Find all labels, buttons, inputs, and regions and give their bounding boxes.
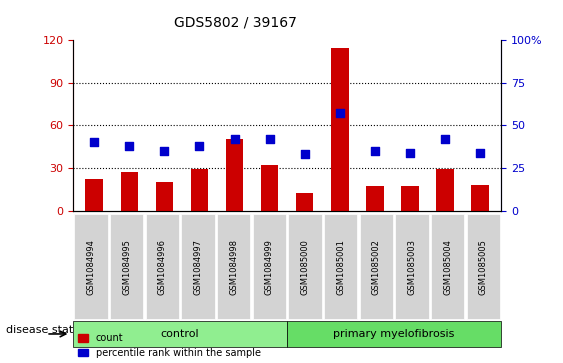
- Text: GSM1084999: GSM1084999: [265, 239, 274, 295]
- Point: [265, 136, 274, 142]
- Text: GSM1085002: GSM1085002: [372, 239, 381, 295]
- Point: [440, 136, 449, 142]
- Text: GSM1084997: GSM1084997: [194, 239, 203, 295]
- Text: GSM1085003: GSM1085003: [408, 239, 417, 295]
- Text: control: control: [161, 329, 199, 339]
- Text: disease state: disease state: [6, 325, 80, 335]
- Text: GSM1085004: GSM1085004: [443, 239, 452, 295]
- Legend: count, percentile rank within the sample: count, percentile rank within the sample: [78, 333, 261, 358]
- Bar: [155, 182, 173, 211]
- Text: GSM1085005: GSM1085005: [479, 239, 488, 295]
- Bar: [296, 193, 314, 211]
- Bar: [191, 169, 208, 211]
- Point: [476, 150, 485, 155]
- Bar: [261, 165, 278, 211]
- Bar: [401, 186, 419, 211]
- Bar: [331, 49, 348, 211]
- Point: [335, 110, 344, 116]
- Point: [300, 151, 309, 157]
- Text: GSM1084995: GSM1084995: [122, 239, 131, 295]
- Point: [195, 143, 204, 148]
- Point: [405, 150, 414, 155]
- Text: primary myelofibrosis: primary myelofibrosis: [333, 329, 455, 339]
- Text: GSM1084996: GSM1084996: [158, 239, 167, 295]
- Point: [370, 148, 379, 154]
- Bar: [436, 169, 454, 211]
- Bar: [226, 139, 243, 211]
- Point: [160, 148, 169, 154]
- Text: GSM1084998: GSM1084998: [229, 239, 238, 295]
- Text: GSM1085000: GSM1085000: [301, 239, 310, 295]
- Text: GSM1085001: GSM1085001: [336, 239, 345, 295]
- Text: GDS5802 / 39167: GDS5802 / 39167: [175, 15, 297, 29]
- Point: [90, 139, 99, 145]
- Point: [125, 143, 134, 148]
- Bar: [366, 186, 383, 211]
- Bar: [86, 179, 103, 211]
- Bar: [471, 185, 489, 211]
- Point: [230, 136, 239, 142]
- Text: GSM1084994: GSM1084994: [87, 239, 96, 295]
- Bar: [120, 172, 138, 211]
